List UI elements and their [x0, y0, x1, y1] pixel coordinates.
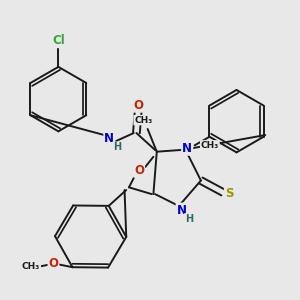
Text: CH₃: CH₃ [22, 262, 40, 271]
Text: CH₃: CH₃ [134, 116, 152, 124]
Text: O: O [133, 99, 143, 112]
Text: O: O [49, 257, 58, 270]
Text: O: O [134, 164, 144, 177]
Text: N: N [177, 204, 187, 217]
Text: H: H [185, 214, 193, 224]
Text: Cl: Cl [52, 34, 65, 47]
Text: N: N [182, 142, 192, 155]
Text: CH₃: CH₃ [201, 141, 219, 150]
Text: S: S [225, 187, 233, 200]
Text: N: N [104, 132, 114, 145]
Text: H: H [113, 142, 121, 152]
